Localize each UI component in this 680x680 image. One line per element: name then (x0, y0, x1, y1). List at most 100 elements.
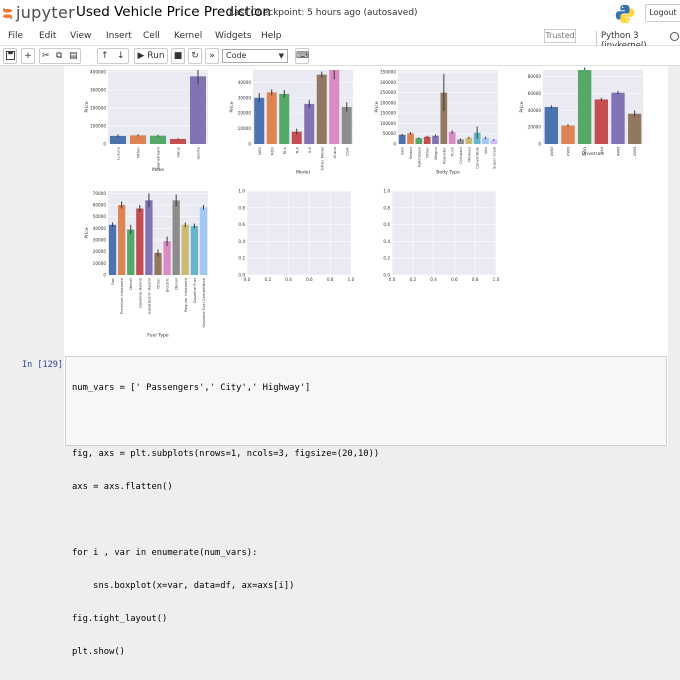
cell-type-value: Code (226, 51, 247, 60)
command-palette-button[interactable]: ⌨ (295, 48, 309, 64)
x-tick-label: 0.8 (327, 277, 334, 282)
bar (482, 137, 489, 144)
jupyter-logo[interactable]: jupyter (2, 3, 75, 22)
x-tick-label: 1.0 (493, 277, 500, 282)
bar (544, 107, 558, 144)
bar (108, 224, 117, 275)
y-axis-label: Price (519, 101, 525, 112)
y-tick-label: 40000 (528, 108, 542, 113)
bar (440, 92, 448, 144)
bar (465, 137, 473, 144)
move-up-icon[interactable]: ↑ (101, 51, 109, 61)
plot-background (392, 191, 496, 275)
code-line[interactable]: for i , var in enumerate(num_vars): (72, 548, 258, 558)
bar (432, 135, 439, 144)
restart-button[interactable]: ↻ (188, 48, 202, 64)
y-tick-label: 20000 (238, 111, 252, 116)
x-tick-label: Gasoline Hybrid (137, 277, 142, 308)
x-tick-label: Minivan (466, 146, 471, 161)
y-tick-label: 0.6 (238, 222, 245, 227)
code-line[interactable]: fig, axs = plt.subplots(nrows=1, ncols=3… (72, 449, 380, 459)
edit-button-group: ✂ ⧉ ▤ (39, 48, 81, 64)
interrupt-button[interactable]: ■ (171, 48, 185, 64)
y-tick-label: 150000 (380, 111, 396, 116)
x-tick-label: Sedan (408, 146, 413, 158)
notebook-scroll-area[interactable] (668, 66, 680, 446)
bar (163, 241, 171, 275)
bar (628, 113, 642, 144)
price-by-fuel-type-chart: 0 10000 20000 30000 40000 50000 60000 70000 Gas P… (82, 185, 217, 349)
save-button[interactable] (3, 48, 17, 64)
kernel-idle-icon (670, 32, 679, 41)
copy-icon[interactable]: ⧉ (56, 51, 63, 61)
cell-output: 0 100000 200000 300000 400000 Luxury Other Main… (64, 66, 668, 351)
code-cell[interactable]: In [129]: num_vars = [' Passengers',' Ci… (22, 356, 668, 657)
code-line[interactable]: fig.tight_layout() (72, 614, 168, 624)
trusted-indicator[interactable]: Trusted (544, 29, 576, 43)
command-palette-icon: ⌨ (296, 51, 309, 61)
run-button[interactable]: ▶ Run (134, 48, 168, 64)
bar (329, 70, 340, 144)
code-line[interactable] (72, 515, 660, 526)
x-axis-label: Fuel Type (147, 333, 169, 339)
x-tick-label: 0.0 (389, 277, 396, 282)
bar (266, 92, 277, 144)
bar (341, 107, 352, 144)
restart-run-all-icon: » (209, 51, 215, 61)
x-tick-label: Diesel (128, 278, 133, 290)
x-axis-label: Drivetrain (582, 151, 605, 157)
notebook-toolbar: + ✂ ⧉ ▤ ↑ ↓ ▶ Run ■ ↻ » Code ▼ ⌨ (0, 46, 680, 66)
x-tick-label: AWD (549, 147, 554, 156)
empty-axes-2: 0.0 0.2 0.4 0.6 0.8 1.0 0.0 0.2 0.4 0.6 0.8 1.0 (372, 185, 507, 294)
menu-kernel[interactable]: Kernel (174, 31, 203, 41)
code-line[interactable] (72, 416, 660, 427)
x-axis-label: Make (152, 167, 164, 173)
x-axis-label: Model (296, 169, 310, 175)
cell-type-select[interactable]: Code ▼ (222, 49, 288, 63)
code-editor[interactable]: num_vars = [' Passengers',' City',' High… (65, 356, 667, 657)
cut-icon[interactable]: ✂ (42, 51, 50, 61)
x-tick-label: 4x4 (599, 146, 604, 154)
run-icon: ▶ (137, 51, 145, 61)
plot-background (398, 70, 498, 144)
run-label: Run (147, 51, 165, 61)
menu-help[interactable]: Help (261, 31, 282, 41)
y-tick-label: 400000 (90, 69, 106, 74)
menu-edit[interactable]: Edit (39, 31, 57, 41)
code-line[interactable]: num_vars = [' Passengers',' City',' High… (72, 383, 311, 393)
chart-svg: 0.0 0.2 0.4 0.6 0.8 1.0 0.0 0.2 0.4 0.6 0.8 1.0 (238, 189, 354, 283)
x-tick-label: Other (156, 278, 161, 289)
insert-cell-button[interactable]: + (21, 48, 35, 64)
y-tick-label: 200000 (90, 105, 106, 110)
notebook-title[interactable]: Used Vehicle Price Prediction (76, 4, 271, 20)
y-tick-label: 0.2 (238, 256, 245, 261)
price-by-make-chart: 0 100000 200000 300000 400000 Luxury Other Main… (82, 66, 217, 188)
menu-insert[interactable]: Insert (106, 31, 132, 41)
menu-widgets[interactable]: Widgets (215, 31, 252, 41)
x-tick-label: SUV (400, 147, 405, 155)
x-tick-label: 0.6 (306, 277, 313, 282)
x-tick-label: 0.8 (472, 277, 479, 282)
menu-cell[interactable]: Cell (143, 31, 160, 41)
y-tick-label: 300000 (380, 80, 396, 85)
y-tick-label: 80000 (528, 74, 542, 79)
x-tick-label: TLX (294, 147, 299, 155)
menu-file[interactable]: File (8, 31, 24, 41)
paste-icon[interactable]: ▤ (69, 51, 78, 61)
bar (254, 97, 265, 144)
restart-run-all-button[interactable]: » (205, 48, 219, 64)
code-line[interactable]: sns.boxplot(x=var, data=df, ax=axs[i]) (72, 581, 295, 591)
y-tick-label: 0.0 (238, 273, 245, 278)
y-tick-label: 0.8 (383, 205, 390, 210)
x-tick-label: Other Model (319, 147, 324, 170)
y-tick-label: 0 (103, 142, 106, 147)
y-axis-label: Price (229, 101, 235, 112)
code-line[interactable]: axs = axs.flatten() (72, 482, 173, 492)
move-down-icon[interactable]: ↓ (117, 51, 125, 61)
code-line[interactable]: plt.show() (72, 647, 125, 657)
x-tick-label: Other (425, 147, 430, 158)
menu-view[interactable]: View (70, 31, 92, 41)
y-axis-label: Price (84, 227, 90, 238)
logout-button[interactable]: Logout (645, 4, 680, 22)
chevron-down-icon: ▼ (278, 52, 284, 60)
